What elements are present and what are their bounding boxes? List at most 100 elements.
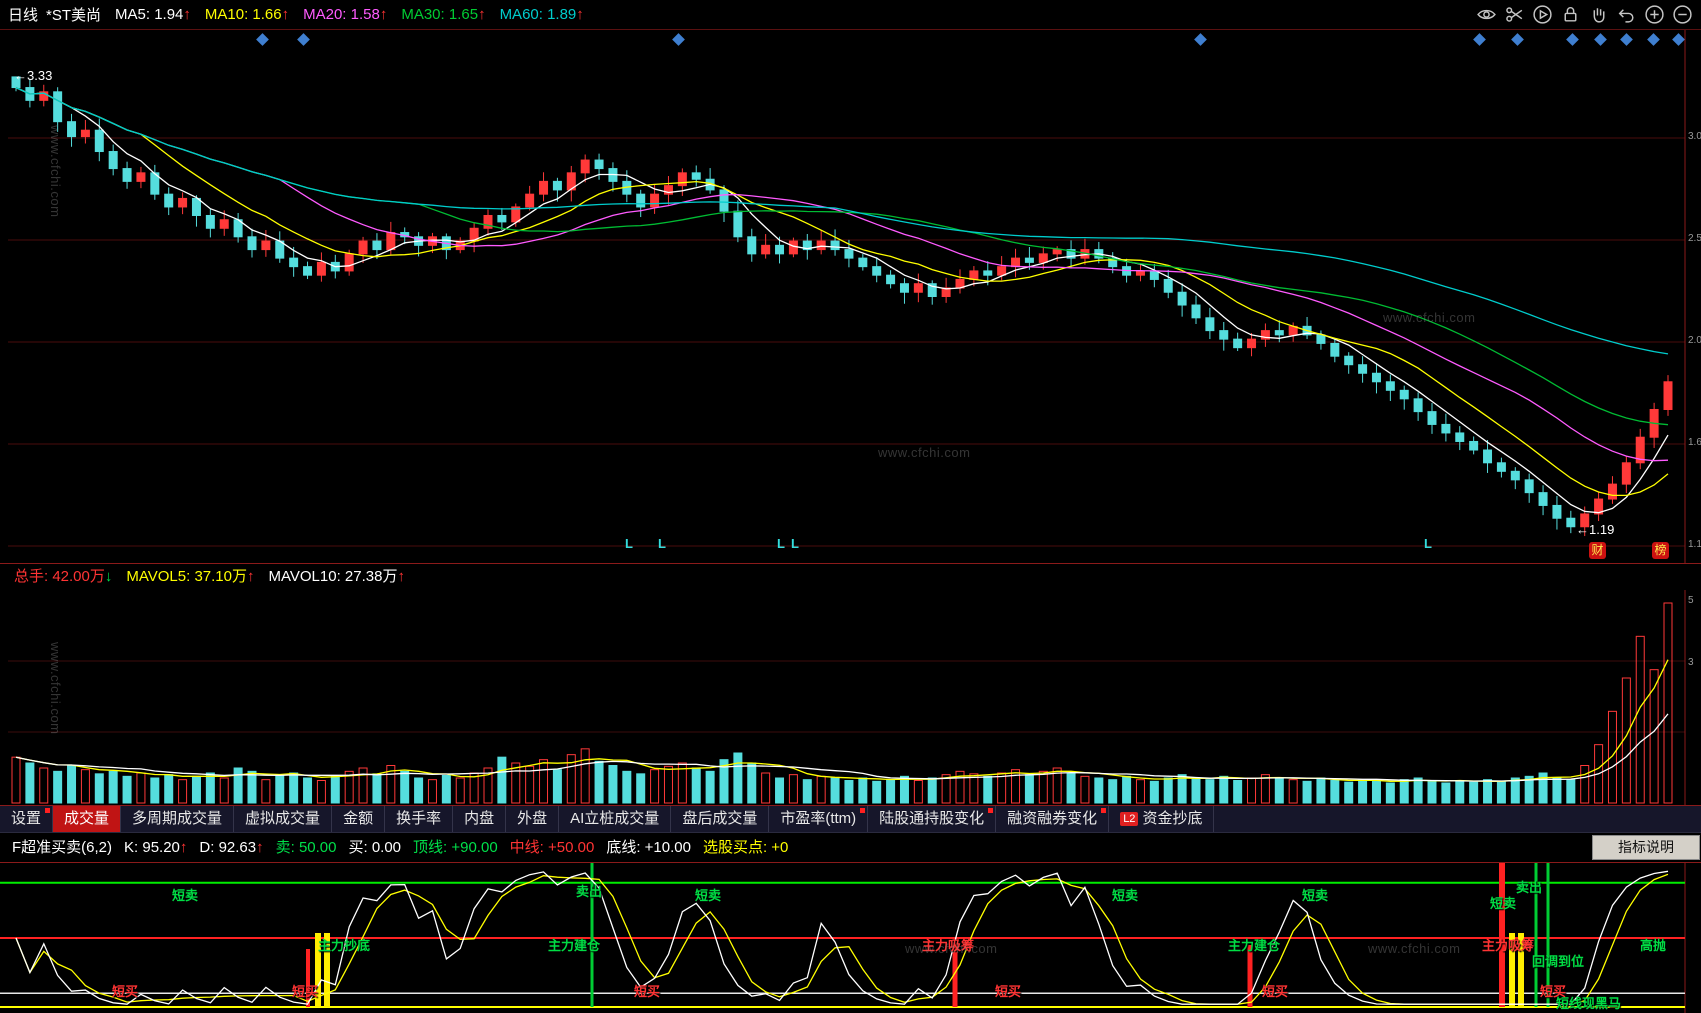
bottom-line-label: 底线: +10.00 [606,839,691,856]
oscillator-chart[interactable]: 短买 短卖 短买 主力抄底 主力建仓 卖出 短买 短卖 主力吸筹 短买 短卖 主力建仓 短买 短卖 短卖 卖出… [0,863,1701,1013]
volume-chart[interactable]: 5 3 www.cfchi.com [0,590,1701,805]
tab-virtual-volume[interactable]: 虚拟成交量 [234,806,333,832]
chart-toolbar [1469,4,1693,25]
volume-plot [8,590,1686,805]
watermark: www.cfchi.com [1368,941,1461,956]
signal-label: 主力抄底 [318,938,371,953]
signal-label: 短买 [112,984,139,999]
tab-pe-ttm[interactable]: 市盈率(ttm) [769,806,869,832]
notification-dot [45,808,51,813]
zoom-out-icon[interactable] [1672,4,1693,25]
indicator-tab-bar: 设置 成交量 多周期成交量 虚拟成交量 金额 换手率 内盘 外盘 AI立桩成交量 盘后成交量 市盈率… [0,805,1701,833]
tab-fund-bottom-fishing[interactable]: L2 资金抄底 [1109,806,1215,832]
signal-label: 短买 [1540,984,1567,999]
volume-info-bar: 总手: 42.00万↓ MAVOL5: 37.10万↑ MAVOL10: 27.38… [0,563,1701,590]
period-high-label: ←3.33 [14,68,53,83]
tab-settings[interactable]: 设置 [0,806,54,832]
signal-label: 短卖 [1302,888,1329,903]
notification-dot [1101,808,1107,813]
total-volume-label: 总手: 42.00万↓ [14,568,113,585]
price-axis-label: 1.13 [1688,539,1701,550]
signal-label: 卖出 [1516,880,1543,895]
undo-icon[interactable] [1616,4,1637,25]
symbol-label[interactable]: *ST美尚 [46,7,102,24]
candlestick-plot [8,30,1686,563]
signal-label: 卖出 [576,884,603,899]
ma20-label: MA20: 1.58↑ [303,6,388,23]
signal-label: 短买 [634,984,661,999]
price-axis-label: 2.57 [1688,233,1701,244]
volume-axis-label: 5 [1688,595,1694,606]
notification-dot [860,808,866,813]
main-chart[interactable]: ←3.33 ←1.19 财 榜 LLLLL3.042.572.091.611.1… [0,30,1701,563]
eye-icon[interactable] [1476,4,1497,25]
watermark: www.cfchi.com [878,445,971,460]
ma30-label: MA30: 1.65↑ [401,6,486,23]
signal-label: 主力吸筹 [922,938,975,953]
tab-hk-connect-holdings[interactable]: 陆股通持股变化 [868,806,997,832]
mavol10-label: MAVOL10: 27.38万↑ [268,568,405,585]
bang-badge[interactable]: 榜 [1652,542,1669,559]
mid-line-label: 中线: +50.00 [509,839,595,856]
notification-dot [988,808,994,813]
ma60-label: MA60: 1.89↑ [499,6,584,23]
signal-label: 短卖 [1112,888,1139,903]
zoom-in-icon[interactable] [1644,4,1665,25]
tab-inner-disc[interactable]: 内盘 [453,806,507,832]
watermark: www.cfchi.com [905,941,998,956]
indicator-name-label: F超准买卖(6,2) [12,839,113,856]
signal-label: 短卖 [1490,896,1517,911]
watermark: www.cfchi.com [48,125,63,218]
indicator-help-button[interactable]: 指标说明 [1592,835,1700,860]
tab-amount[interactable]: 金额 [332,806,386,832]
sell-value-label: 卖: 50.00 [275,839,337,856]
signal-label: 短买 [995,984,1022,999]
ma5-label: MA5: 1.94↑ [115,6,191,23]
signal-label: 主力建仓 [548,938,601,953]
low-point-marker: L [625,536,633,551]
price-axis-label: 2.09 [1688,335,1701,346]
low-point-marker: L [791,536,799,551]
signal-label: 短买 [1262,984,1289,999]
l2-badge: L2 [1120,812,1139,826]
signal-label: 高抛 [1640,938,1667,953]
volume-axis-label: 3 [1688,657,1694,668]
price-axis-label: 3.04 [1688,131,1701,142]
tab-multi-period-volume[interactable]: 多周期成交量 [121,806,235,832]
tab-outer-disc[interactable]: 外盘 [506,806,560,832]
period-low-label: ←1.19 [1576,522,1615,537]
indicator-info-bar: F超准买卖(6,2) K: 95.20↑ D: 92.63↑ 卖: 50.00 买: 0… [0,833,1701,863]
lock-icon[interactable] [1560,4,1581,25]
oscillator-plot [0,863,1686,1013]
tab-after-hours-volume[interactable]: 盘后成交量 [671,806,770,832]
tab-margin-trading[interactable]: 融资融券变化 [996,806,1110,832]
scissors-icon[interactable] [1504,4,1525,25]
play-icon[interactable] [1532,4,1553,25]
signal-label: 回调到位 [1532,954,1585,969]
low-point-marker: L [658,536,666,551]
signal-label: 主力吸筹 [1482,938,1535,953]
mavol5-label: MAVOL5: 37.10万↑ [126,568,255,585]
signal-label: 短卖 [172,888,199,903]
watermark: www.cfchi.com [48,642,63,735]
d-value-label: D: 92.63↑ [199,839,264,856]
cai-badge[interactable]: 财 [1589,542,1606,559]
drag-hand-icon[interactable] [1588,4,1609,25]
ma-values: MA5: 1.94↑ MA10: 1.66↑ MA20: 1.58↑ MA30: 1.… [101,6,584,23]
low-point-marker: L [777,536,785,551]
signal-label: 短买 [292,984,319,999]
signal-label: 短卖 [695,888,722,903]
buy-value-label: 买: 0.00 [348,839,402,856]
low-point-marker: L [1424,536,1432,551]
price-axis-label: 1.61 [1688,437,1701,448]
tab-ai-volume[interactable]: AI立桩成交量 [559,806,672,832]
period-label[interactable]: 日线 [8,7,39,24]
signal-label: 短线现黑马 [1556,996,1622,1011]
signal-label: 主力建仓 [1228,938,1281,953]
tab-volume[interactable]: 成交量 [53,806,122,832]
top-line-label: 顶线: +90.00 [413,839,498,856]
watermark: www.cfchi.com [1383,310,1476,325]
tab-turnover-rate[interactable]: 换手率 [385,806,454,832]
ma10-label: MA10: 1.66↑ [204,6,290,23]
